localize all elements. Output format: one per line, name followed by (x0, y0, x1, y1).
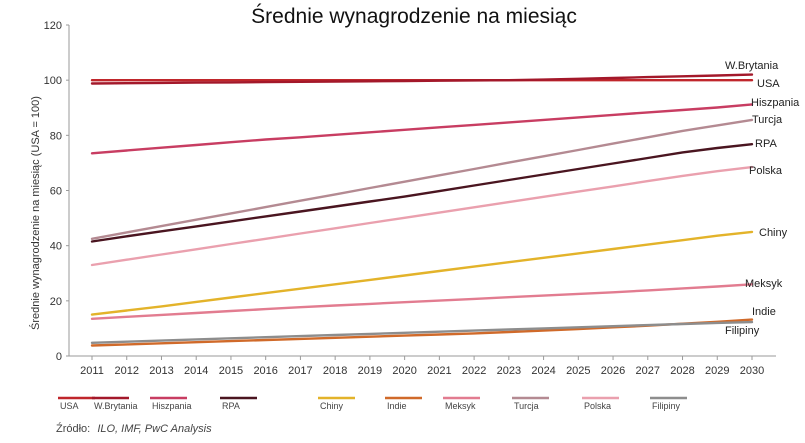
x-tick-label: 2020 (392, 365, 416, 377)
end-label-usa: USA (757, 78, 780, 90)
x-tick-label: 2030 (740, 365, 764, 377)
y-tick-label: 20 (50, 296, 62, 308)
chart-title: Średnie wynagrodzenie na miesiąc (251, 4, 577, 28)
y-tick-label: 60 (50, 186, 62, 198)
series-line-meksyk (90, 283, 754, 320)
end-label-filipiny: Filipiny (725, 325, 760, 337)
x-tick-label: 2023 (497, 365, 521, 377)
end-label-polska: Polska (749, 165, 783, 177)
series-line-rpa (90, 142, 754, 243)
axes: 0 20 40 60 80 100 120 2011 2012 2013 2014 2015 2016 2… (44, 20, 776, 377)
y-axis-label: Średnie wynagrodzenie na miesiąc (USA = … (29, 96, 42, 330)
x-tick-label: 2017 (288, 365, 312, 377)
legend-label: Polska (584, 401, 611, 411)
series-line-hiszpania (90, 103, 754, 155)
legend-label: Indie (387, 401, 407, 411)
y-tick-label: 40 (50, 241, 62, 253)
x-tick-label: 2012 (114, 365, 138, 377)
series-line-polska (90, 165, 754, 267)
legend-label: Filipiny (652, 401, 681, 411)
y-tick-label: 100 (44, 75, 62, 87)
x-tick-label: 2019 (358, 365, 382, 377)
x-tick-label: 2011 (80, 365, 104, 377)
end-label-wbrytania: W.Brytania (725, 60, 779, 72)
end-label-rpa: RPA (755, 138, 777, 150)
end-label-indie: Indie (752, 306, 776, 318)
end-label-turcja: Turcja (752, 114, 783, 126)
legend-label: Turcja (514, 401, 539, 411)
legend-label: Hiszpania (152, 401, 192, 411)
x-tick-label: 2018 (323, 365, 347, 377)
y-tick-label: 120 (44, 20, 62, 32)
source-prefix: Źródło: (56, 422, 90, 435)
x-tick-label: 2013 (149, 365, 173, 377)
end-label-hiszpania: Hiszpania (751, 97, 800, 109)
x-tick-label: 2026 (601, 365, 625, 377)
legend-label: Meksyk (445, 401, 476, 411)
series-lines (90, 73, 754, 347)
x-tick-label: 2027 (636, 365, 660, 377)
y-tick-label: 0 (56, 351, 62, 363)
x-tick-label: 2022 (462, 365, 486, 377)
legend-label: W.Brytania (94, 401, 138, 411)
x-tick-label: 2028 (670, 365, 694, 377)
x-tick-label: 2024 (531, 365, 555, 377)
series-line-wbrytania (90, 73, 754, 85)
series-line-chiny (90, 230, 754, 316)
x-tick-label: 2016 (253, 365, 277, 377)
end-label-chiny: Chiny (759, 227, 788, 239)
series-end-labels: W.Brytania USA Hiszpania Turcja RPA Polska Chi… (725, 60, 800, 337)
series-line-turcja (90, 118, 754, 241)
x-tick-label: 2014 (184, 365, 208, 377)
y-tick-label: 80 (50, 130, 62, 142)
x-tick-label: 2029 (705, 365, 729, 377)
source-note: Źródło: ILO, IMF, PwC Analysis (56, 422, 212, 435)
x-tick-label: 2025 (566, 365, 590, 377)
legend: USA W.Brytania Hiszpania RPA Chiny Indie Meksy… (58, 396, 687, 411)
legend-label: RPA (222, 401, 240, 411)
end-label-meksyk: Meksyk (745, 278, 783, 290)
legend-label: Chiny (320, 401, 344, 411)
series-line-filipiny (90, 320, 754, 344)
x-tick-label: 2021 (427, 365, 451, 377)
x-tick-label: 2015 (219, 365, 243, 377)
legend-label: USA (60, 401, 79, 411)
source-text: ILO, IMF, PwC Analysis (97, 423, 212, 435)
